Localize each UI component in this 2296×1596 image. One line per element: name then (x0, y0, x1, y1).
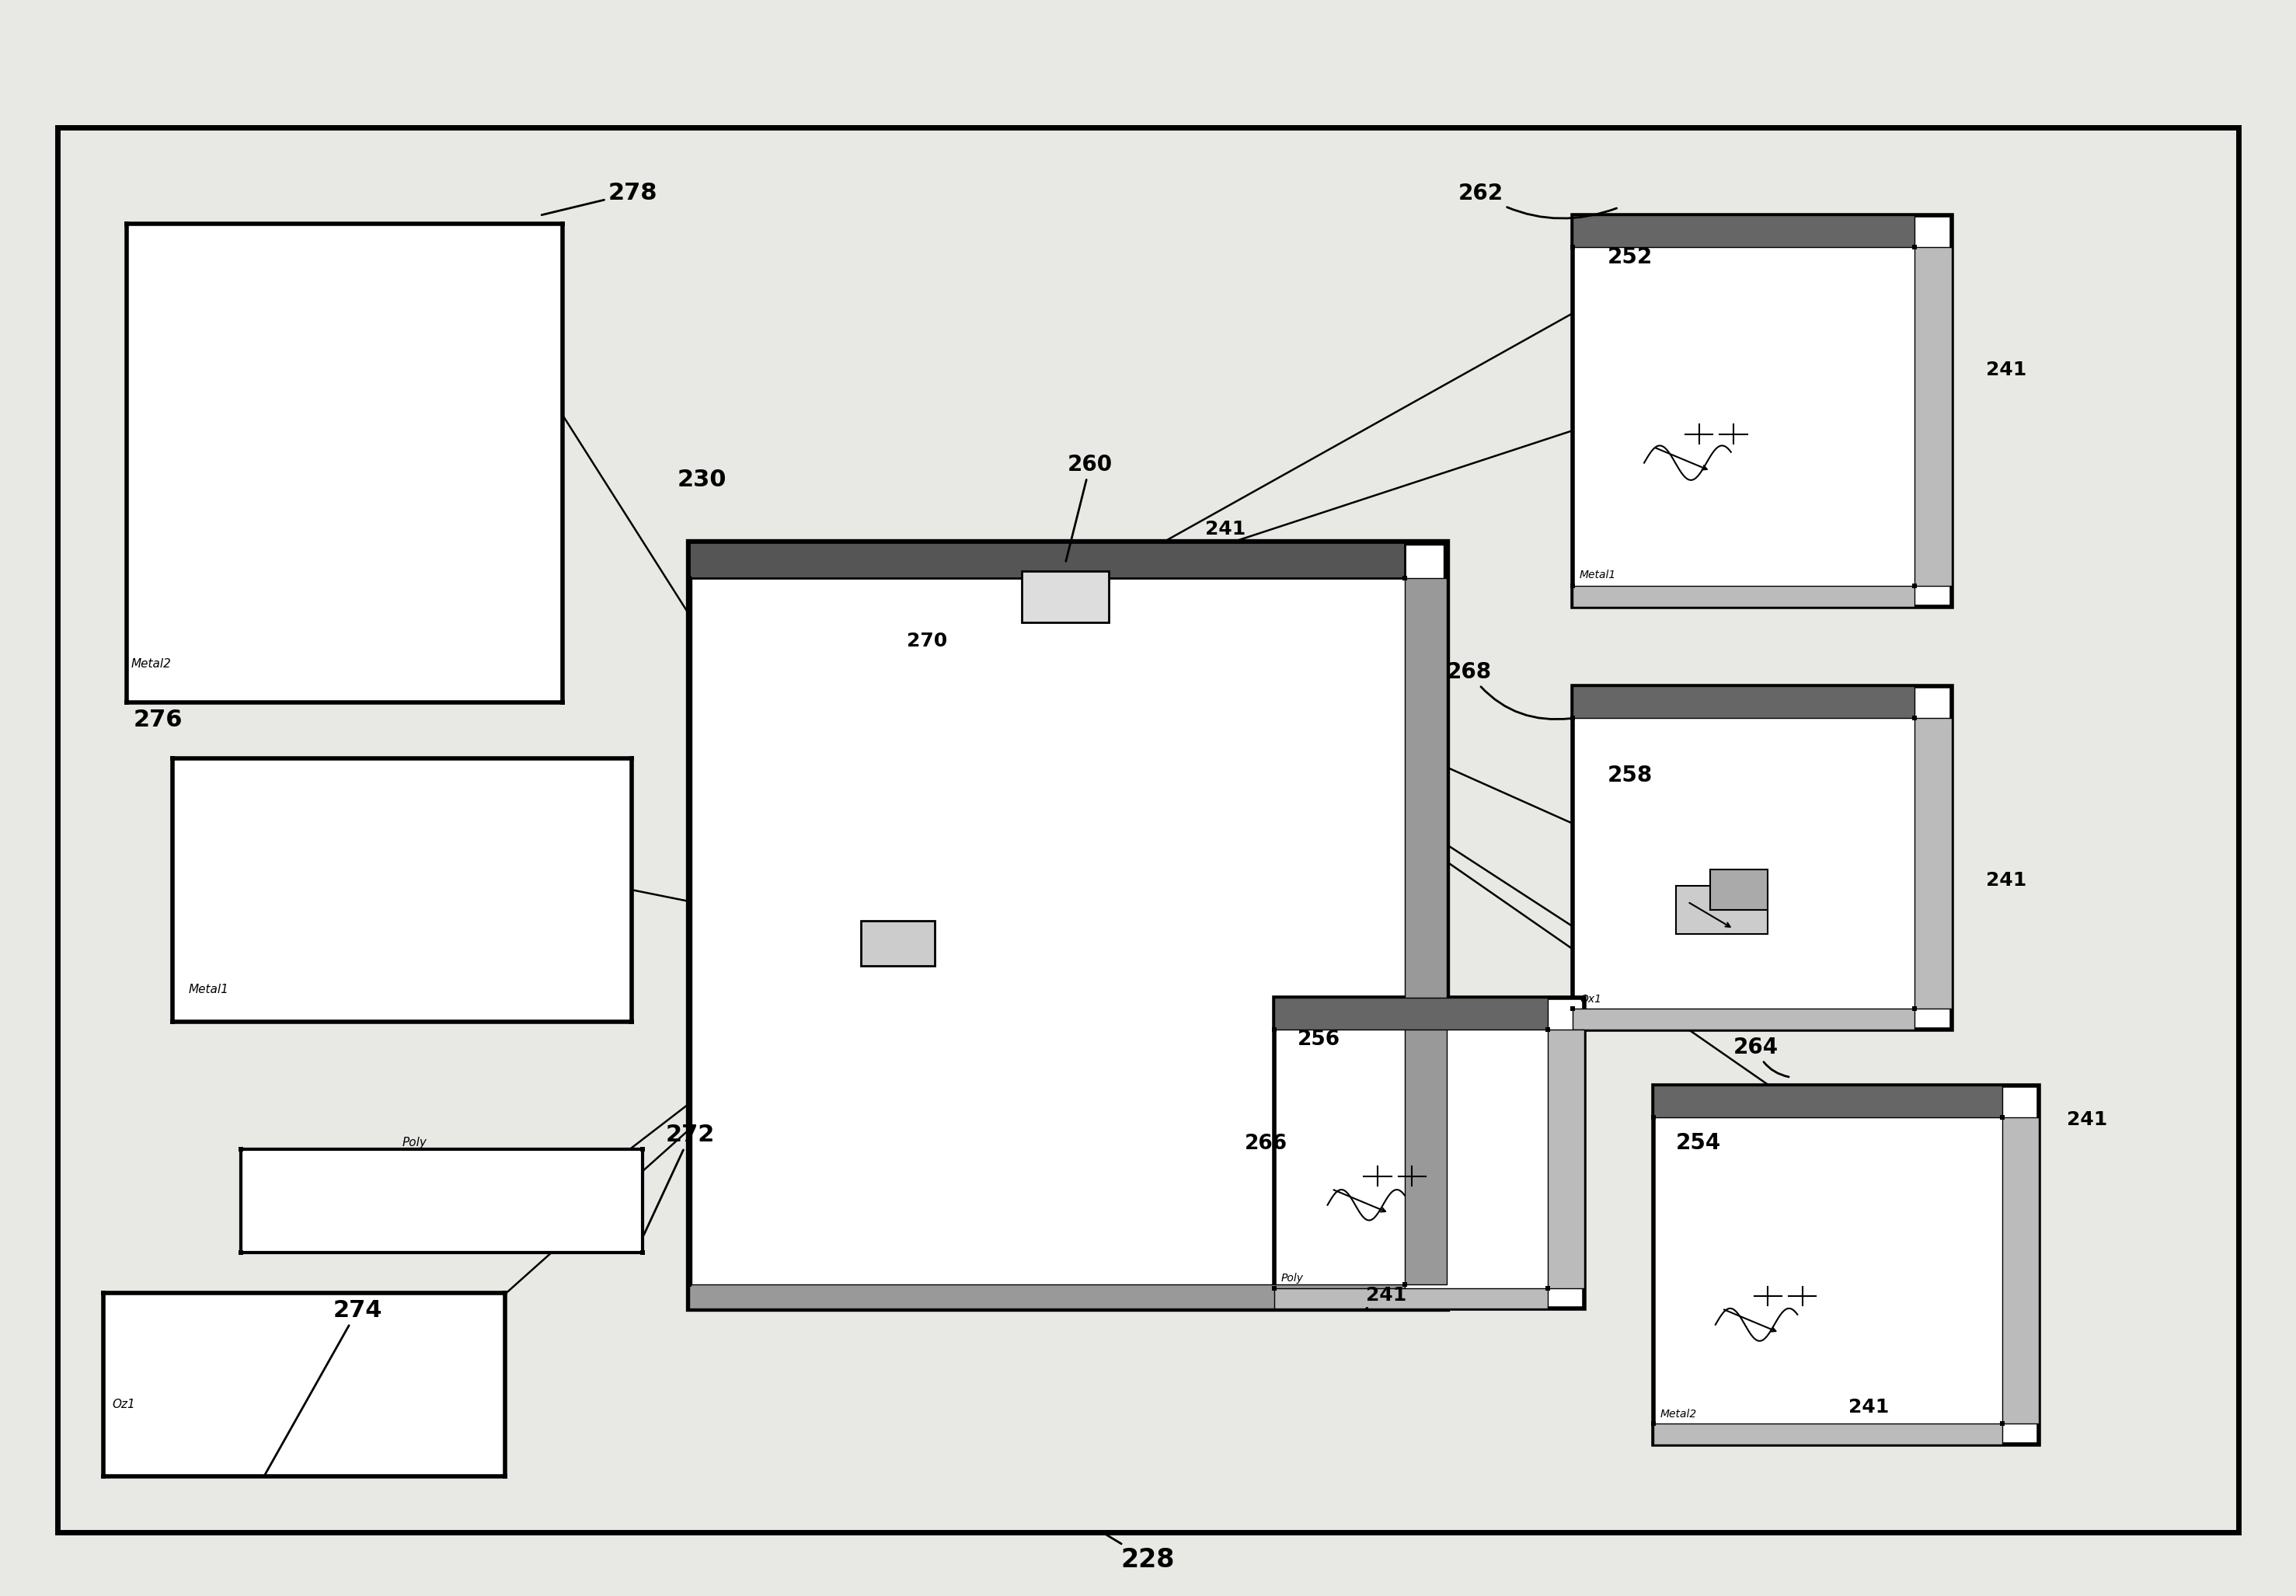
Text: 256: 256 (1297, 1029, 1341, 1050)
Text: Metal1: Metal1 (188, 983, 230, 994)
Bar (1676, 886, 1768, 934)
Bar (689, 543, 1405, 578)
Text: 268: 268 (1446, 661, 1570, 720)
Bar (1548, 1029, 1584, 1288)
Bar (1573, 215, 1952, 606)
Text: 260: 260 (1065, 453, 1114, 562)
Bar (1915, 247, 1952, 586)
Bar (1573, 586, 1915, 606)
Bar (1274, 1288, 1548, 1309)
Text: 241: 241 (1986, 871, 2027, 889)
Bar (1405, 578, 1446, 1285)
Text: 262: 262 (1458, 182, 1616, 219)
Text: Poly: Poly (1281, 1274, 1304, 1283)
Bar (1653, 1424, 2002, 1444)
Bar (1653, 1085, 2039, 1444)
Bar (241, 1149, 643, 1253)
Bar (861, 921, 934, 966)
Bar (1915, 718, 1952, 1009)
Bar (1573, 215, 1915, 247)
Bar (172, 758, 631, 1021)
Bar (1653, 1085, 2002, 1117)
Text: Oz1: Oz1 (113, 1398, 135, 1409)
Text: 272: 272 (643, 1124, 714, 1235)
Text: 264: 264 (1733, 1036, 1789, 1077)
Bar (103, 1293, 505, 1476)
Text: 258: 258 (1607, 764, 1653, 787)
Text: Poly: Poly (402, 1136, 427, 1148)
Bar (1274, 997, 1584, 1309)
Bar (689, 1285, 1405, 1309)
Text: 241: 241 (2066, 1111, 2108, 1128)
Text: 252: 252 (1607, 246, 1653, 268)
Text: 230: 230 (677, 469, 726, 492)
Bar (1022, 571, 1109, 622)
Text: 241: 241 (1848, 1398, 1890, 1416)
Bar (2002, 1117, 2039, 1424)
Text: 241: 241 (1366, 1286, 1407, 1309)
Text: 266: 266 (1244, 1133, 1288, 1154)
Bar (689, 543, 1446, 1309)
Text: Metal1: Metal1 (1580, 570, 1616, 579)
Bar (1573, 686, 1915, 718)
Text: 228: 228 (1104, 1534, 1176, 1572)
Text: 270: 270 (907, 632, 948, 650)
Text: 241: 241 (1205, 520, 1247, 538)
Text: Metal2: Metal2 (131, 658, 172, 669)
Text: 278: 278 (542, 182, 657, 215)
Bar (57, 128, 2239, 1532)
Bar (1573, 1009, 1915, 1029)
Text: Ox1: Ox1 (1580, 994, 1600, 1004)
Text: 254: 254 (1676, 1132, 1722, 1154)
Bar (1573, 686, 1952, 1029)
Text: 241: 241 (1986, 361, 2027, 378)
Text: 274: 274 (264, 1299, 381, 1475)
Text: 276: 276 (133, 709, 181, 731)
Bar (126, 223, 563, 702)
Bar (1274, 997, 1548, 1029)
Text: Metal2: Metal2 (1660, 1409, 1697, 1419)
Bar (1711, 870, 1768, 910)
